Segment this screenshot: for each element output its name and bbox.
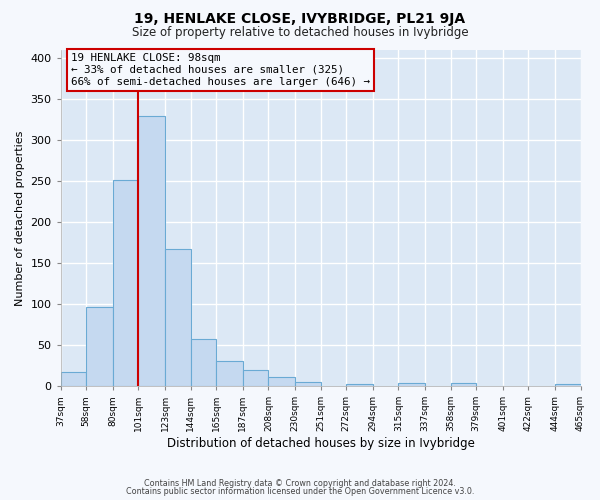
- Bar: [216, 362, 243, 386]
- Bar: [451, 383, 476, 386]
- Bar: [555, 384, 581, 386]
- Bar: [346, 384, 373, 386]
- Text: 19, HENLAKE CLOSE, IVYBRIDGE, PL21 9JA: 19, HENLAKE CLOSE, IVYBRIDGE, PL21 9JA: [134, 12, 466, 26]
- Bar: [243, 370, 268, 386]
- Y-axis label: Number of detached properties: Number of detached properties: [15, 130, 25, 306]
- Text: Contains public sector information licensed under the Open Government Licence v3: Contains public sector information licen…: [126, 487, 474, 496]
- Bar: [165, 249, 191, 386]
- X-axis label: Distribution of detached houses by size in Ivybridge: Distribution of detached houses by size …: [167, 437, 475, 450]
- Text: Contains HM Land Registry data © Crown copyright and database right 2024.: Contains HM Land Registry data © Crown c…: [144, 478, 456, 488]
- Bar: [61, 372, 86, 386]
- Bar: [86, 306, 113, 386]
- Bar: [398, 383, 425, 386]
- Bar: [191, 338, 216, 386]
- Bar: [113, 180, 139, 386]
- Text: 19 HENLAKE CLOSE: 98sqm
← 33% of detached houses are smaller (325)
66% of semi-d: 19 HENLAKE CLOSE: 98sqm ← 33% of detache…: [71, 54, 370, 86]
- Bar: [139, 116, 165, 386]
- Text: Size of property relative to detached houses in Ivybridge: Size of property relative to detached ho…: [131, 26, 469, 39]
- Bar: [268, 377, 295, 386]
- Bar: [295, 382, 320, 386]
